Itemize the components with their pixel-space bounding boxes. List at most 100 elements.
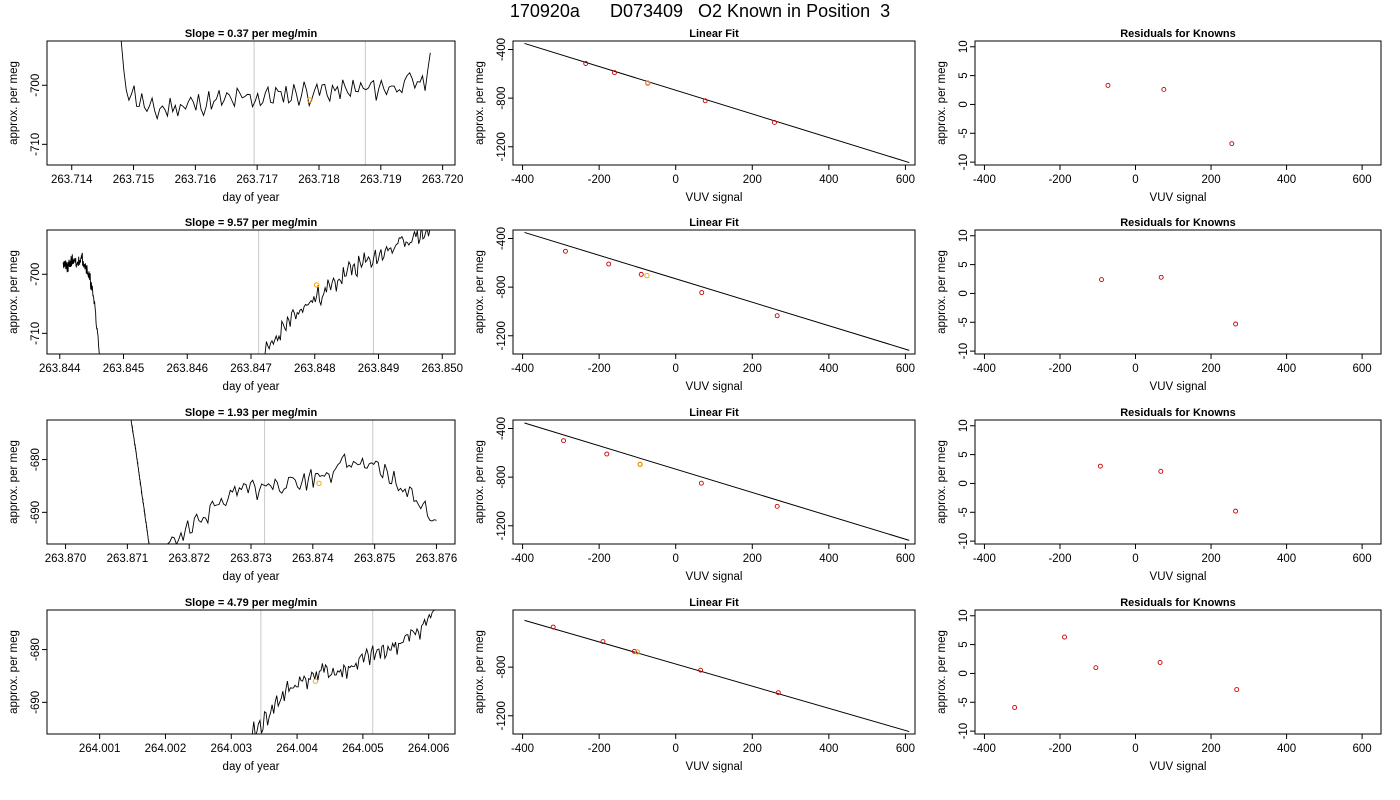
data-point bbox=[1161, 86, 1167, 92]
data-point bbox=[604, 451, 610, 457]
y-tick-label: -10 bbox=[958, 154, 970, 171]
x-tick-label: 263.715 bbox=[113, 174, 155, 186]
x-tick-label: 400 bbox=[1277, 363, 1296, 375]
y-axis-label: approx. per meg bbox=[474, 440, 486, 524]
data-layer bbox=[251, 610, 436, 734]
x-tick-label: 0 bbox=[673, 363, 679, 375]
trace-line bbox=[251, 610, 436, 734]
data-layer bbox=[120, 41, 431, 165]
resid-panel-3: Residuals for Knowns -400 -200 0 200 400 600 10… bbox=[936, 407, 1382, 583]
plot-frame bbox=[512, 40, 916, 166]
data-point bbox=[775, 690, 781, 696]
data-point bbox=[1097, 463, 1103, 469]
known-point bbox=[634, 649, 641, 655]
x-tick-label: 263.871 bbox=[107, 553, 149, 565]
x-tick-label: 200 bbox=[743, 553, 762, 565]
panel-title: Residuals for Knowns bbox=[1120, 217, 1236, 229]
data-point bbox=[561, 438, 566, 444]
y-tick-label: -5 bbox=[958, 128, 970, 138]
data-point bbox=[1012, 705, 1018, 710]
data-layer bbox=[1105, 82, 1235, 147]
data-layer bbox=[524, 422, 910, 541]
x-tick-label: 0 bbox=[673, 174, 679, 186]
x-tick-label: 400 bbox=[819, 743, 838, 755]
trace-line bbox=[264, 230, 433, 354]
x-tick-label: 600 bbox=[1353, 553, 1372, 565]
x-tick-label: 263.719 bbox=[360, 174, 402, 186]
x-axis-label: VUV signal bbox=[1150, 381, 1207, 393]
x-tick-label: 200 bbox=[743, 743, 762, 755]
y-tick-label: -1200 bbox=[496, 321, 508, 350]
y-tick-label: -400 bbox=[496, 227, 508, 250]
fit-panel-3: Linear Fit -400 -200 0 200 400 600 -400 -800 -120… bbox=[474, 407, 916, 583]
y-axis-label: approx. per meg bbox=[936, 630, 948, 714]
y-axis-label: approx. per meg bbox=[474, 250, 486, 334]
y-tick-label: -800 bbox=[496, 656, 508, 679]
x-tick-label: 263.870 bbox=[45, 553, 87, 565]
x-tick-label: -400 bbox=[511, 363, 534, 375]
data-point bbox=[698, 667, 704, 673]
y-tick-label: 0 bbox=[958, 101, 970, 107]
page-title: 170920a D073409 O2 Known in Position 3 bbox=[509, 1, 891, 21]
timeseries-panel-1: Slope = 0.37 per meg/min 263.714 263.715 26… bbox=[8, 28, 463, 204]
plot-frame bbox=[512, 609, 916, 735]
x-axis-label: VUV signal bbox=[686, 571, 743, 583]
resid-panel-2: Residuals for Knowns -400 -200 0 200 400 600 10… bbox=[936, 217, 1382, 393]
x-axis-label: day of year bbox=[223, 571, 280, 583]
x-tick-label: 263.714 bbox=[51, 174, 93, 186]
x-tick-label: 263.848 bbox=[294, 363, 336, 375]
data-point bbox=[550, 624, 556, 630]
y-tick-label: -1200 bbox=[496, 511, 508, 540]
known-point bbox=[312, 678, 319, 684]
x-tick-label: -200 bbox=[588, 743, 611, 755]
plot-frame bbox=[974, 609, 1382, 735]
x-tick-label: 600 bbox=[1353, 743, 1372, 755]
x-axis-label: day of year bbox=[223, 381, 280, 393]
data-point bbox=[1234, 687, 1240, 693]
data-point bbox=[1229, 141, 1235, 147]
plot-frame bbox=[512, 419, 916, 545]
y-tick-label: -680 bbox=[30, 448, 42, 471]
x-tick-label: 264.001 bbox=[79, 743, 121, 755]
x-tick-label: -200 bbox=[1048, 174, 1071, 186]
x-tick-label: 263.716 bbox=[175, 174, 217, 186]
data-layer bbox=[524, 42, 910, 164]
y-tick-label: 5 bbox=[958, 451, 970, 457]
x-tick-label: 600 bbox=[1353, 363, 1372, 375]
x-tick-label: 264.006 bbox=[408, 743, 450, 755]
x-tick-label: -400 bbox=[973, 174, 996, 186]
x-tick-label: -400 bbox=[511, 743, 534, 755]
x-axis-label: VUV signal bbox=[1150, 571, 1207, 583]
panel-title: Linear Fit bbox=[689, 28, 739, 40]
x-tick-label: 263.849 bbox=[358, 363, 400, 375]
x-tick-label: 600 bbox=[896, 363, 915, 375]
y-axis-label: approx. per meg bbox=[936, 250, 948, 334]
x-tick-label: 400 bbox=[819, 553, 838, 565]
x-axis-label: VUV signal bbox=[686, 192, 743, 204]
x-tick-label: 600 bbox=[896, 553, 915, 565]
x-axis-label: VUV signal bbox=[1150, 192, 1207, 204]
y-tick-label: 5 bbox=[958, 641, 970, 647]
x-tick-label: 264.002 bbox=[145, 743, 187, 755]
data-point bbox=[606, 261, 612, 267]
x-tick-label: -200 bbox=[1048, 553, 1071, 565]
data-point bbox=[1233, 508, 1239, 514]
y-tick-label: -690 bbox=[30, 691, 42, 714]
y-tick-label: -710 bbox=[30, 133, 42, 156]
resid-panel-1: Residuals for Knowns -400 -200 0 200 400 600 10… bbox=[936, 28, 1382, 204]
trace-line bbox=[120, 41, 431, 121]
panel-title: Slope = 9.57 per meg/min bbox=[185, 217, 318, 229]
x-tick-label: -200 bbox=[1048, 363, 1071, 375]
x-tick-label: 263.850 bbox=[421, 363, 463, 375]
panel-title: Linear Fit bbox=[689, 407, 739, 419]
x-tick-label: 400 bbox=[819, 174, 838, 186]
data-point bbox=[1105, 82, 1111, 88]
y-tick-label: -400 bbox=[496, 38, 508, 61]
data-layer bbox=[1099, 274, 1239, 327]
x-tick-label: 263.845 bbox=[103, 363, 145, 375]
x-tick-label: 263.872 bbox=[168, 553, 210, 565]
y-tick-label: -5 bbox=[958, 317, 970, 327]
x-tick-label: 400 bbox=[1277, 743, 1296, 755]
x-tick-label: 200 bbox=[1201, 743, 1220, 755]
x-tick-label: 200 bbox=[1201, 553, 1220, 565]
